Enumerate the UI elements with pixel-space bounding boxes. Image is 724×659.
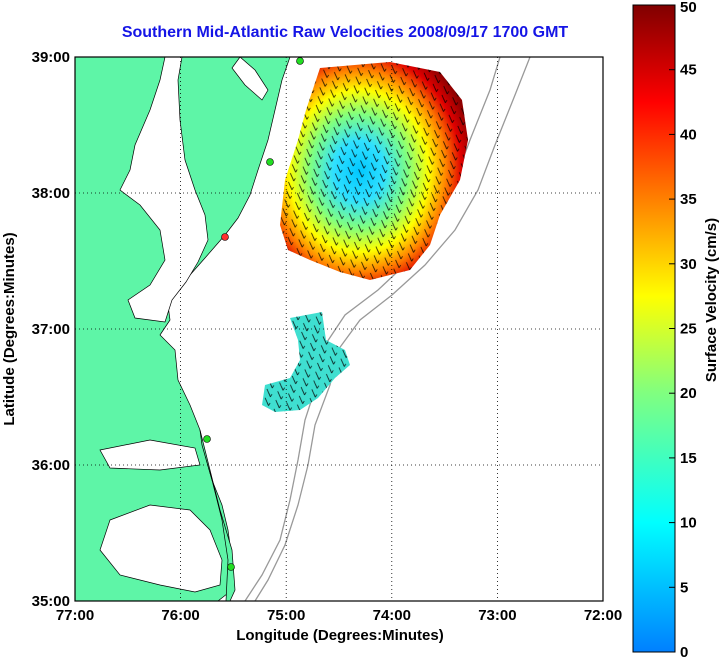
grid-lines (75, 57, 603, 601)
velocity-arrows-south (262, 312, 350, 412)
colorbar-title: Surface Velocity (cm/s) (703, 218, 720, 382)
station-marker (203, 435, 211, 443)
colorbar-tick-label: 5 (680, 579, 688, 596)
x-tick-label: 76:00 (161, 607, 199, 624)
y-tick-label: 36:00 (32, 457, 70, 474)
colorbar-tick-label: 50 (680, 0, 697, 16)
colorbar-tick-label: 45 (680, 62, 697, 79)
colorbar-ticks (669, 69, 675, 588)
x-tick-label: 75:00 (267, 607, 305, 624)
outer-banks (199, 429, 236, 601)
colorbar-tick-label: 30 (680, 256, 697, 273)
colorbar-tick-label: 35 (680, 191, 697, 208)
colorbar: 0 5 10 15 20 25 30 35 40 45 50 Surface V… (632, 0, 720, 659)
y-axis-title: Latitude (Degrees:Minutes) (1, 232, 18, 425)
station-marker (221, 233, 229, 241)
colorbar-tick-label: 25 (680, 321, 697, 338)
station-marker (227, 563, 235, 571)
station-marker (296, 57, 304, 65)
colorbar-tick-label: 40 (680, 126, 697, 143)
pamlico-sound (99, 504, 223, 593)
plot-frame (74, 56, 604, 602)
y-tick-label: 35:00 (32, 593, 70, 610)
colorbar-tick-label: 0 (680, 644, 688, 659)
x-axis: 77:00 76:00 75:00 74:00 73:00 72:00 Long… (56, 607, 622, 644)
velocity-arrows-north (280, 62, 468, 280)
station-markers (203, 57, 304, 571)
y-tick-label: 38:00 (32, 185, 70, 202)
y-tick-label: 37:00 (32, 321, 70, 338)
x-tick-label: 77:00 (56, 607, 94, 624)
x-tick-label: 73:00 (478, 607, 516, 624)
chesapeake-bay (119, 57, 209, 323)
y-axis: 39:00 38:00 37:00 36:00 35:00 Latitude (… (1, 49, 70, 610)
colorbar-tick-label: 10 (680, 515, 697, 532)
y-tick-label: 39:00 (32, 49, 70, 66)
colorbar-gradient (632, 4, 676, 653)
colorbar-tick-label: 20 (680, 385, 697, 402)
x-tick-label: 72:00 (584, 607, 622, 624)
map-title: Southern Mid-Atlantic Raw Velocities 200… (121, 24, 569, 41)
delaware-bay (231, 57, 269, 101)
colorbar-tick-label: 15 (680, 450, 697, 467)
x-tick-label: 74:00 (373, 607, 411, 624)
station-marker (266, 158, 274, 166)
x-axis-title: Longitude (Degrees:Minutes) (236, 627, 444, 644)
